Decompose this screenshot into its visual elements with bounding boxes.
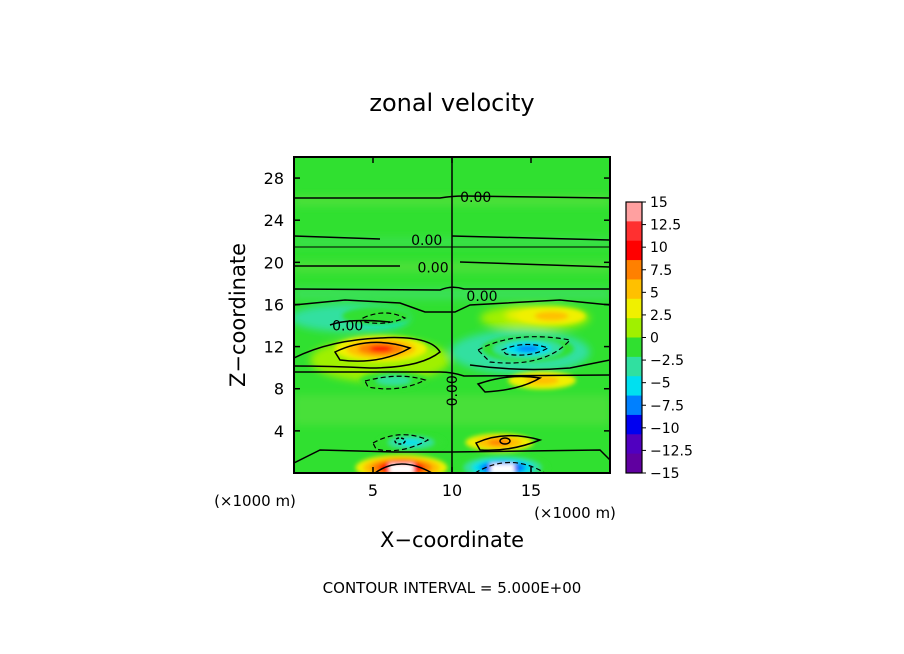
- contour-line: [329, 319, 391, 326]
- field-feature-0: [369, 345, 393, 352]
- negative-contour: [474, 462, 546, 473]
- contour-line: [294, 336, 441, 369]
- contour-label: 0.00: [466, 289, 497, 305]
- colorbar-label: −2.5: [650, 353, 684, 369]
- contour-lines: [294, 157, 610, 473]
- colorbar-swatch: [626, 260, 642, 280]
- contour-line: [374, 463, 433, 473]
- field-feature-2: [376, 375, 411, 385]
- colorbar-swatch: [626, 395, 642, 416]
- colorbar-swatch: [626, 356, 642, 377]
- y-axis-label: Z−coordinate: [226, 243, 250, 387]
- colorbar-label: −12.5: [650, 443, 693, 459]
- field-feature-4: [399, 439, 423, 446]
- colorbar-label: 10: [650, 240, 668, 256]
- negative-contour: [500, 343, 550, 356]
- contour-line: [294, 449, 610, 464]
- colorbar-swatch: [626, 453, 642, 474]
- colorbar-label: 12.5: [650, 218, 681, 234]
- contour-line: [469, 359, 610, 371]
- contour-line: [476, 375, 543, 393]
- x-tick-label: 10: [442, 481, 462, 500]
- colorbar-swatch: [626, 202, 642, 222]
- contour-line: [294, 261, 610, 268]
- negative-contour: [477, 336, 572, 364]
- contour-line: [294, 299, 610, 313]
- colorbar-swatch: [626, 434, 642, 455]
- colorbar-swatch: [626, 318, 642, 338]
- colorbar-label: −5: [650, 376, 671, 392]
- contour-label: 0.00: [411, 233, 442, 249]
- colorbar-swatch: [626, 221, 642, 242]
- y-tick-label: 20: [264, 253, 284, 272]
- colorbar-label: −15: [650, 466, 680, 482]
- negative-contour: [364, 375, 427, 390]
- x-axis-label: X−coordinate: [380, 528, 524, 552]
- negative-contour: [394, 437, 406, 445]
- contour-line: [499, 437, 511, 445]
- y-tick-label: 28: [264, 169, 284, 188]
- field-feature-3: [525, 375, 560, 385]
- contour-line: [294, 235, 610, 241]
- y-tick-label: 8: [274, 380, 284, 399]
- contour-label: 0.00: [332, 319, 363, 335]
- colorbar-swatch: [626, 279, 642, 300]
- colorbar-label: −10: [650, 421, 680, 437]
- y-axis-unit: (×1000 m): [214, 492, 296, 510]
- field-feature-core: [389, 463, 414, 473]
- y-axis: 4 8 12 16 20 24 28: [264, 169, 610, 441]
- x-tick-label: 5: [368, 481, 378, 500]
- colorbar-label: 7.5: [650, 263, 672, 279]
- colorbar-swatch: [626, 240, 642, 261]
- contour-line: [474, 434, 543, 452]
- contour-label: 0.00: [417, 261, 448, 277]
- colorbar-label: −7.5: [650, 398, 684, 414]
- contour-label: 0.00: [460, 190, 491, 206]
- field-feature-1: [516, 345, 540, 352]
- y-tick-label: 4: [274, 422, 284, 441]
- x-axis-unit: (×1000 m): [534, 504, 616, 522]
- y-tick-label: 24: [264, 211, 284, 230]
- field-feature-7: [534, 311, 569, 321]
- plot-area: 0.00 0.00 0.00 0.00 0.00 0.00: [293, 156, 611, 474]
- negative-contour: [362, 312, 407, 324]
- colorbar-swatch: [626, 376, 642, 397]
- colorbar-label: 0: [650, 331, 659, 347]
- colorbar-label: 2.5: [650, 308, 672, 324]
- negative-contour: [372, 434, 430, 452]
- colorbar: 15 12.5 10 7.5 5 2.5 0 −2.5 −5 −7.5 −10 −12.5 −15: [625, 195, 693, 482]
- colorbar-label: 15: [650, 195, 668, 211]
- colorbar-swatch: [626, 337, 642, 358]
- contour-label: 0.00: [445, 375, 461, 406]
- x-tick-label: 15: [521, 481, 541, 500]
- x-axis: 5 10 15: [368, 157, 541, 500]
- y-tick-label: 16: [264, 295, 284, 314]
- contour-line: [333, 341, 412, 362]
- y-tick-label: 12: [264, 338, 284, 357]
- colorbar-swatch: [626, 414, 642, 435]
- contour-labels: 0.00 0.00 0.00 0.00 0.00 0.00: [332, 190, 497, 406]
- colorbar-label: 5: [650, 285, 659, 301]
- chart-title: zonal velocity: [369, 89, 534, 117]
- colorbar-swatch: [626, 298, 642, 319]
- contour-interval-note: CONTOUR INTERVAL = 5.000E+00: [323, 579, 582, 597]
- field-feature-core: [490, 463, 515, 473]
